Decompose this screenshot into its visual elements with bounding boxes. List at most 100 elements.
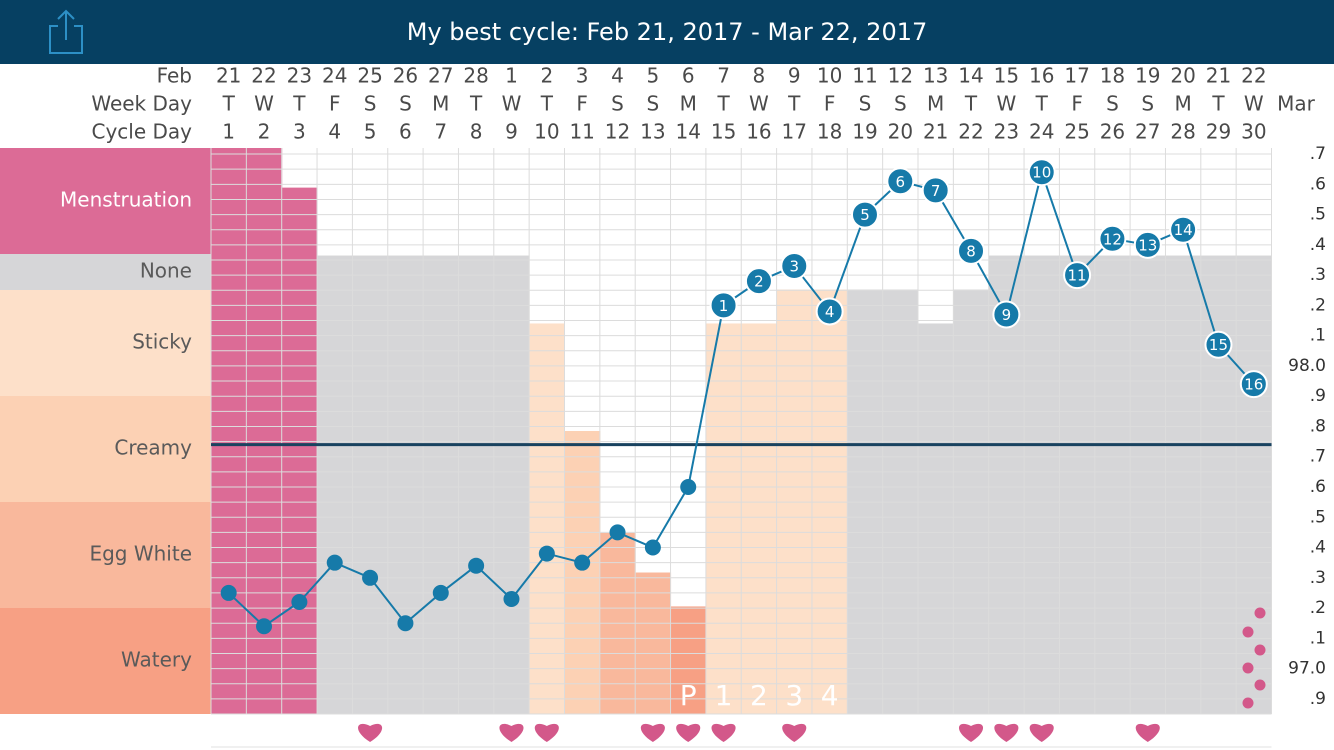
heart-icon	[782, 723, 807, 742]
temperature-point-label: 4	[825, 303, 835, 321]
temperature-point	[780, 252, 809, 281]
temperature-point-label: 1	[719, 297, 729, 315]
mucus-label: Menstruation	[60, 188, 192, 212]
temp-axis-label: .1	[1310, 326, 1326, 346]
mucus-fill-bar	[1200, 255, 1237, 715]
cycle-day-label: 29	[1206, 120, 1231, 144]
date-label: 16	[1029, 64, 1054, 88]
week-day-label: M	[432, 92, 449, 116]
date-label: 13	[923, 64, 948, 88]
temperature-point	[744, 267, 773, 296]
week-day-label: T	[222, 92, 236, 116]
temp-axis-label: .5	[1310, 205, 1326, 225]
mucus-fill-bar	[564, 431, 601, 714]
date-label: 5	[647, 64, 660, 88]
cycle-day-label: 26	[1100, 120, 1125, 144]
temperature-point	[326, 554, 343, 571]
mucus-band-4	[0, 502, 211, 608]
mucus-fill-bar	[493, 255, 530, 715]
peak-day-marker: 3	[785, 679, 803, 712]
temperature-point-label: 10	[1032, 164, 1051, 182]
peak-day-marker: 4	[821, 679, 839, 712]
temp-axis-label: .1	[1310, 628, 1326, 648]
cycle-day-label: 6	[399, 120, 412, 144]
cycle-day-label: 23	[994, 120, 1019, 144]
date-label: 25	[357, 64, 382, 88]
cycle-day-label: 5	[364, 120, 377, 144]
temperature-point	[644, 539, 661, 556]
date-label: 20	[1170, 64, 1195, 88]
temperature-point	[397, 615, 414, 632]
mucus-label: Watery	[121, 648, 192, 672]
date-label: 21	[1206, 64, 1231, 88]
spotting-dot	[1254, 679, 1266, 691]
temp-axis-label: 97.0	[1288, 659, 1326, 679]
temperature-point	[574, 554, 591, 571]
spotting-dot	[1242, 697, 1254, 709]
cycle-day-label: 30	[1241, 120, 1266, 144]
temperature-point-label: 2	[754, 273, 764, 291]
mucus-label: Egg White	[89, 542, 192, 566]
cycle-day-label: 24	[1029, 120, 1054, 144]
mucus-band-5	[0, 608, 211, 714]
date-label: 6	[682, 64, 695, 88]
cycle-day-label: 17	[782, 120, 807, 144]
temperature-point	[992, 300, 1021, 329]
week-day-label: M	[927, 92, 944, 116]
mucus-fill-bar	[1236, 255, 1272, 715]
date-label: 10	[817, 64, 842, 88]
temp-axis-label: .7	[1310, 144, 1326, 164]
date-label: 22	[1241, 64, 1266, 88]
temperature-point	[1169, 215, 1198, 244]
date-label: 26	[393, 64, 418, 88]
cycle-day-label: 3	[293, 120, 306, 144]
cycle-day-label: 21	[923, 120, 948, 144]
temperature-point	[815, 297, 844, 326]
cycle-day-label: 15	[711, 120, 736, 144]
week-day-label: S	[364, 92, 377, 116]
cycle-day-label: 19	[852, 120, 877, 144]
cycle-day-label: 11	[569, 120, 594, 144]
temp-axis-label: .8	[1310, 416, 1326, 436]
cycle-day-label: 10	[534, 120, 559, 144]
week-day-label: F	[576, 92, 588, 116]
grid	[210, 148, 1272, 715]
date-label: 2	[540, 64, 553, 88]
date-label: 7	[717, 64, 730, 88]
mucus-fill-bar	[352, 255, 389, 715]
temp-axis-label: .5	[1310, 507, 1326, 527]
share-button[interactable]	[44, 8, 86, 56]
cycle-day-label: 20	[888, 120, 913, 144]
date-label: 22	[251, 64, 276, 88]
mucus-label: Sticky	[132, 330, 192, 354]
date-label: 1	[505, 64, 518, 88]
temperature-point	[538, 545, 555, 562]
mucus-fill-bar	[670, 606, 707, 714]
cycle-day-label: 18	[817, 120, 842, 144]
mucus-fill-bar	[1165, 255, 1202, 715]
heart-icon	[1029, 723, 1054, 742]
temp-axis-label: 98.0	[1288, 356, 1326, 376]
week-day-label: S	[859, 92, 872, 116]
week-day-label: W	[996, 92, 1016, 116]
cycle-day-label: 25	[1064, 120, 1089, 144]
temperature-point	[709, 291, 738, 320]
mucus-band-2	[0, 290, 211, 396]
temp-axis-label: .4	[1310, 235, 1326, 255]
cycle-day-label: 13	[640, 120, 665, 144]
temperature-point-label: 5	[860, 206, 870, 224]
week-day-label: T	[1035, 92, 1049, 116]
week-day-label: S	[647, 92, 660, 116]
date-label: 28	[463, 64, 488, 88]
peak-day-marker: 2	[750, 679, 768, 712]
mucus-fill-bar	[281, 187, 318, 714]
temp-axis-label: .9	[1310, 689, 1326, 709]
week-day-label: T	[964, 92, 978, 116]
cycle-day-label: 27	[1135, 120, 1160, 144]
mucus-fill-bar	[211, 148, 247, 714]
temperature-point	[362, 569, 379, 586]
week-day-label: S	[894, 92, 907, 116]
week-day-label: W	[749, 92, 769, 116]
date-label: 14	[958, 64, 983, 88]
mucus-fill-bar	[918, 323, 954, 714]
